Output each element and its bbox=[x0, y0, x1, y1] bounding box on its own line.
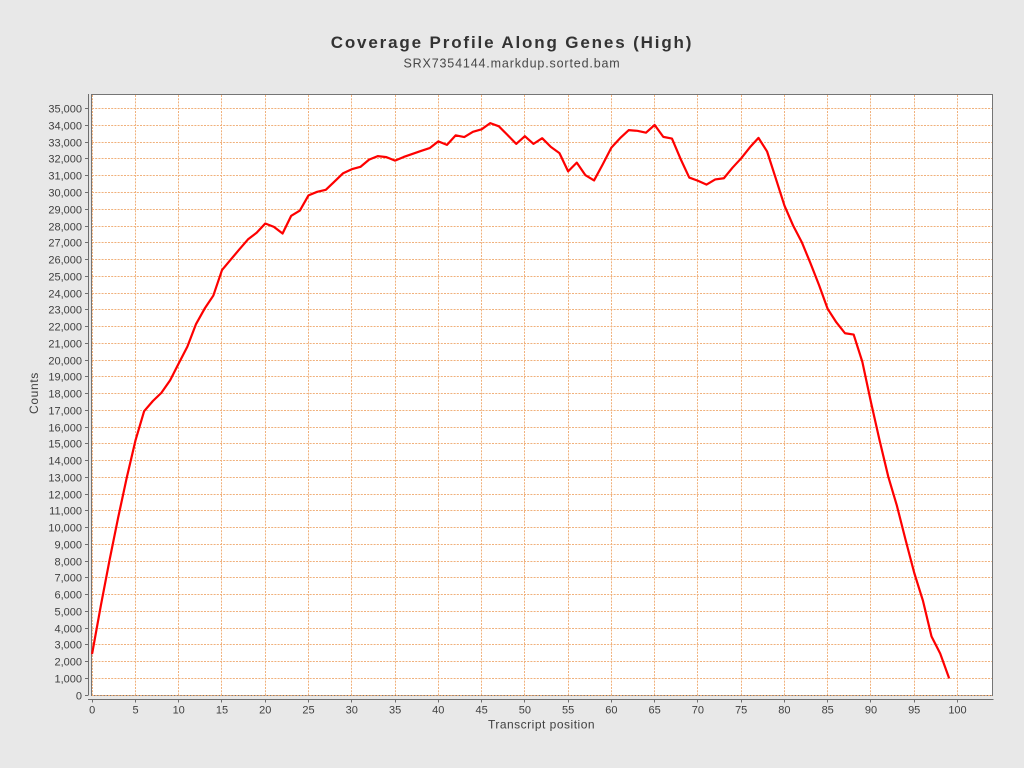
svg-text:35: 35 bbox=[389, 705, 401, 717]
svg-text:20,000: 20,000 bbox=[48, 355, 82, 367]
svg-text:16,000: 16,000 bbox=[48, 422, 82, 434]
svg-text:31,000: 31,000 bbox=[48, 170, 82, 182]
svg-text:28,000: 28,000 bbox=[48, 221, 82, 233]
svg-text:0: 0 bbox=[89, 705, 95, 717]
svg-text:65: 65 bbox=[648, 705, 660, 717]
svg-text:0: 0 bbox=[76, 690, 82, 702]
svg-text:5,000: 5,000 bbox=[54, 606, 82, 618]
svg-text:19,000: 19,000 bbox=[48, 371, 82, 383]
svg-text:21,000: 21,000 bbox=[48, 338, 82, 350]
svg-text:18,000: 18,000 bbox=[48, 388, 82, 400]
svg-text:30: 30 bbox=[346, 705, 358, 717]
svg-text:30,000: 30,000 bbox=[48, 187, 82, 199]
svg-text:35,000: 35,000 bbox=[48, 103, 82, 115]
svg-text:29,000: 29,000 bbox=[48, 204, 82, 216]
svg-text:7,000: 7,000 bbox=[54, 572, 82, 584]
svg-text:100: 100 bbox=[948, 705, 966, 717]
svg-text:45: 45 bbox=[475, 705, 487, 717]
svg-text:15: 15 bbox=[216, 705, 228, 717]
svg-text:27,000: 27,000 bbox=[48, 237, 82, 249]
svg-text:50: 50 bbox=[519, 705, 531, 717]
svg-text:85: 85 bbox=[822, 705, 834, 717]
svg-text:34,000: 34,000 bbox=[48, 120, 82, 132]
svg-text:1,000: 1,000 bbox=[54, 673, 82, 685]
svg-text:Counts: Counts bbox=[27, 372, 41, 414]
svg-text:15,000: 15,000 bbox=[48, 438, 82, 450]
svg-text:9,000: 9,000 bbox=[54, 539, 82, 551]
svg-text:13,000: 13,000 bbox=[48, 472, 82, 484]
svg-text:25: 25 bbox=[302, 705, 314, 717]
svg-text:26,000: 26,000 bbox=[48, 254, 82, 266]
svg-text:24,000: 24,000 bbox=[48, 288, 82, 300]
svg-text:80: 80 bbox=[778, 705, 790, 717]
svg-text:12,000: 12,000 bbox=[48, 489, 82, 501]
svg-text:95: 95 bbox=[908, 705, 920, 717]
svg-text:60: 60 bbox=[605, 705, 617, 717]
svg-text:Transcript position: Transcript position bbox=[488, 718, 595, 732]
svg-text:3,000: 3,000 bbox=[54, 639, 82, 651]
svg-text:32,000: 32,000 bbox=[48, 153, 82, 165]
svg-text:17,000: 17,000 bbox=[48, 405, 82, 417]
svg-text:2,000: 2,000 bbox=[54, 656, 82, 668]
svg-text:23,000: 23,000 bbox=[48, 304, 82, 316]
svg-text:55: 55 bbox=[562, 705, 574, 717]
svg-text:5: 5 bbox=[132, 705, 138, 717]
svg-text:8,000: 8,000 bbox=[54, 556, 82, 568]
svg-text:10: 10 bbox=[173, 705, 185, 717]
svg-text:70: 70 bbox=[692, 705, 704, 717]
svg-text:75: 75 bbox=[735, 705, 747, 717]
svg-text:14,000: 14,000 bbox=[48, 455, 82, 467]
svg-text:25,000: 25,000 bbox=[48, 271, 82, 283]
svg-text:10,000: 10,000 bbox=[48, 522, 82, 534]
svg-text:SRX7354144.markdup.sorted.bam: SRX7354144.markdup.sorted.bam bbox=[403, 57, 620, 71]
svg-text:11,000: 11,000 bbox=[49, 505, 82, 517]
svg-text:40: 40 bbox=[432, 705, 444, 717]
svg-text:22,000: 22,000 bbox=[48, 321, 82, 333]
svg-text:33,000: 33,000 bbox=[48, 137, 82, 149]
svg-text:20: 20 bbox=[259, 705, 271, 717]
svg-text:90: 90 bbox=[865, 705, 877, 717]
svg-text:6,000: 6,000 bbox=[54, 589, 82, 601]
svg-text:4,000: 4,000 bbox=[54, 623, 82, 635]
svg-text:Coverage Profile Along Genes (: Coverage Profile Along Genes (High) bbox=[331, 33, 694, 52]
